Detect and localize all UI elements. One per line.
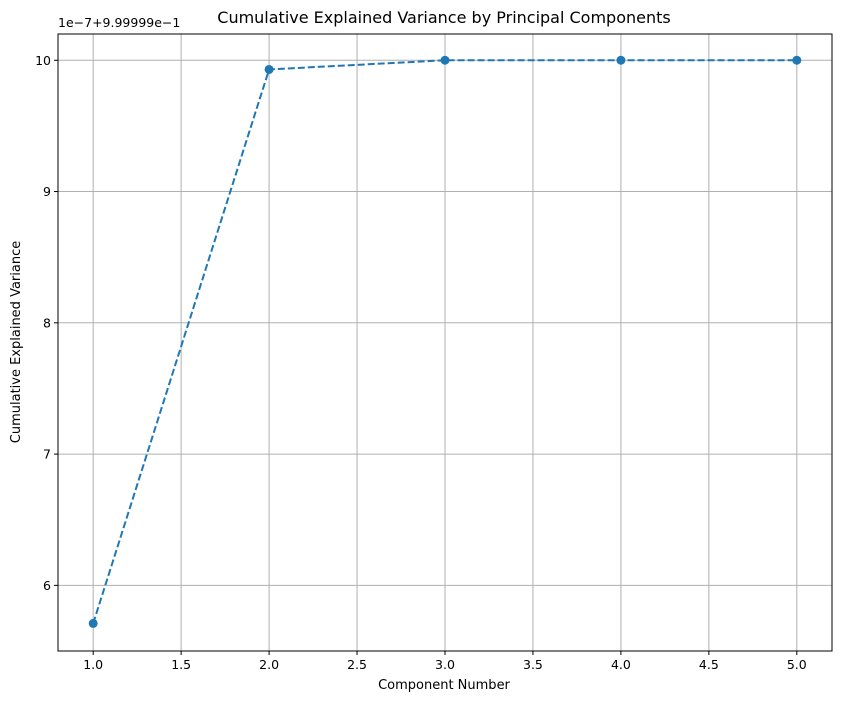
series-line [92, 59, 797, 624]
y-tick-label: 8 [43, 315, 51, 330]
data-point [88, 618, 98, 628]
y-tick-label: 7 [43, 447, 51, 462]
x-axis-label: Component Number [378, 678, 510, 693]
y-tick-label: 10 [35, 53, 51, 68]
data-point [792, 55, 802, 65]
x-tick-label: 3.5 [523, 657, 543, 672]
y-tick-label: 9 [43, 184, 51, 199]
series [88, 55, 802, 628]
chart-title: Cumulative Explained Variance by Princip… [217, 8, 670, 27]
x-tick-label: 2.0 [259, 657, 279, 672]
data-point [264, 64, 274, 74]
grid [58, 34, 832, 651]
x-tick-label: 2.5 [347, 657, 367, 672]
x-tick-label: 1.0 [83, 657, 103, 672]
x-tick-label: 4.5 [699, 657, 719, 672]
y-tick-label: 6 [43, 578, 51, 593]
axis-ticks: 1.0 1.5 2.0 2.5 3.0 3.5 4.0 4.5 5.0 6 7 8 9 10 [35, 53, 807, 672]
data-point [616, 55, 626, 65]
x-tick-label: 4.0 [611, 657, 631, 672]
y-axis-label: Cumulative Explained Variance [9, 241, 24, 443]
x-tick-label: 5.0 [787, 657, 807, 672]
x-tick-label: 3.0 [435, 657, 455, 672]
data-point [440, 55, 450, 65]
x-tick-label: 1.5 [171, 657, 191, 672]
y-axis-offset-label: 1e−7+9.99999e−1 [58, 15, 180, 30]
plot-frame [57, 33, 833, 652]
